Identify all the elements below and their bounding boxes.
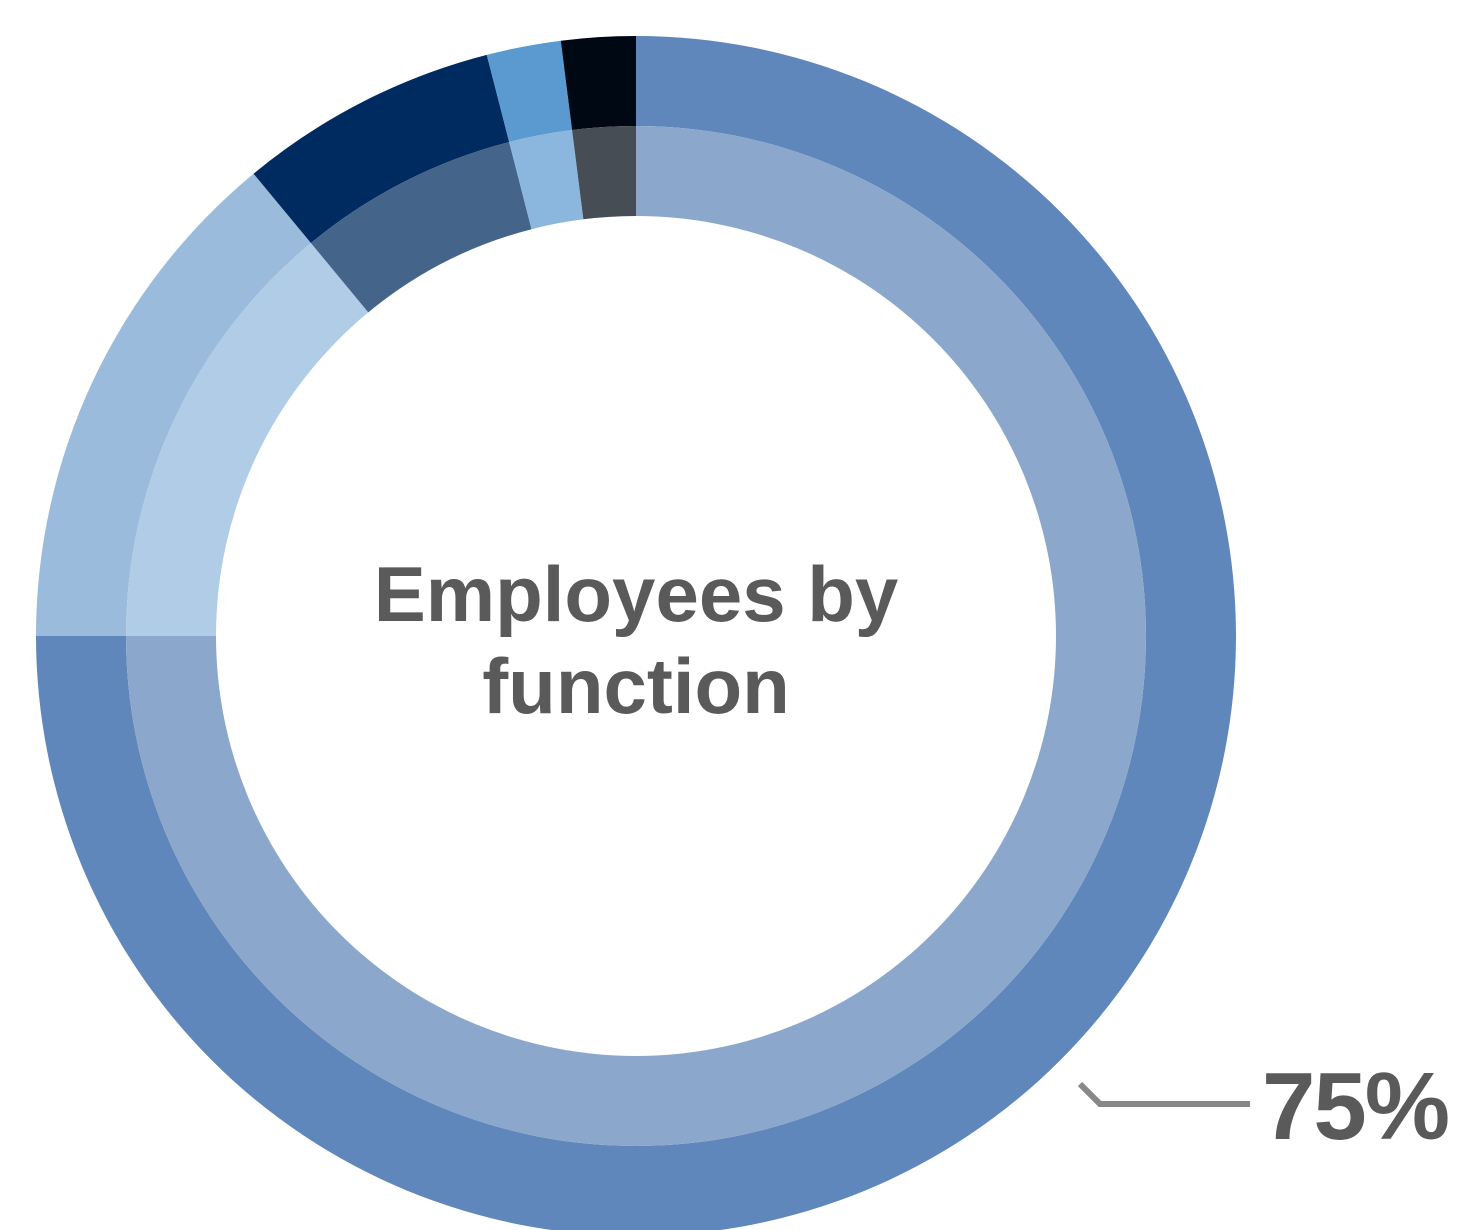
percentage-data-label: 75% (1262, 1053, 1450, 1160)
slice-outer-4 (486, 40, 573, 143)
chart-title: Employees by function (286, 548, 986, 732)
slice-outer-3 (253, 54, 510, 244)
callout-leader-line (1077, 1081, 1250, 1107)
slice-inner-2 (126, 243, 369, 636)
slice-outer-5 (560, 36, 636, 131)
slice-outer-2 (36, 173, 311, 636)
slice-inner-5 (572, 126, 636, 220)
slice-inner-4 (509, 130, 584, 230)
chart-title-line-1: Employees by (373, 550, 899, 638)
chart-title-line-2: function (482, 642, 790, 730)
slice-inner-3 (310, 142, 532, 313)
